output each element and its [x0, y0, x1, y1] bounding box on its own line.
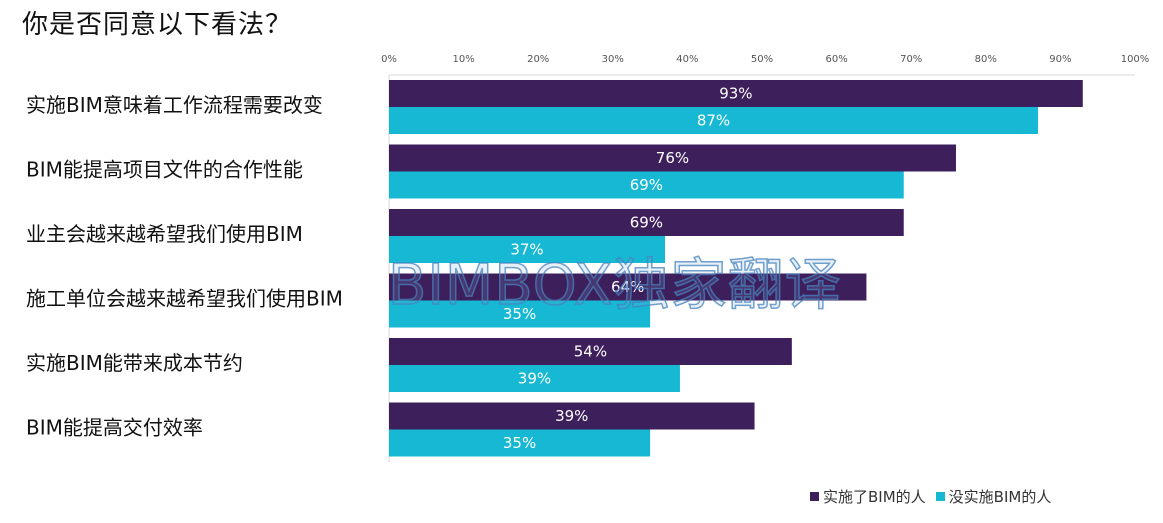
legend-item-not-implemented: 没实施BIM的人: [935, 486, 1052, 507]
legend-item-implemented: 实施了BIM的人: [810, 486, 926, 507]
data-label: 93%: [719, 85, 752, 103]
x-tick-label: 10%: [452, 54, 474, 65]
bar-implemented: [389, 273, 867, 301]
x-tick-label: 70%: [900, 54, 922, 65]
x-tick-label: 30%: [602, 54, 624, 65]
category-label: BIM能提高项目文件的合作性能: [26, 158, 303, 182]
bar-implemented: [389, 338, 792, 365]
x-tick-label: 90%: [1049, 54, 1071, 65]
data-label: 87%: [697, 112, 730, 130]
data-label: 35%: [503, 434, 536, 452]
legend: 实施了BIM的人 没实施BIM的人: [810, 486, 1051, 507]
x-tick-label: 50%: [751, 54, 773, 65]
data-label: 54%: [574, 343, 607, 361]
x-tick-label: 80%: [975, 54, 997, 65]
data-label: 64%: [611, 278, 644, 296]
data-label: 39%: [555, 407, 588, 425]
data-label: 39%: [518, 370, 551, 388]
data-label: 69%: [630, 214, 663, 232]
data-label: 35%: [503, 305, 536, 323]
category-label: BIM能提高交付效率: [26, 416, 203, 440]
category-label: 施工单位会越来越希望我们使用BIM: [26, 287, 343, 311]
data-label: 69%: [630, 176, 663, 194]
bar-not-implemented: [389, 300, 651, 328]
bar-implemented: [389, 209, 904, 236]
legend-swatch-implemented: [810, 492, 819, 501]
bar-not-implemented: [389, 365, 680, 392]
data-label: 76%: [656, 149, 689, 167]
x-tick-label: 0%: [381, 54, 397, 65]
bar-not-implemented: [389, 107, 1039, 134]
bar-not-implemented: [389, 236, 666, 263]
legend-swatch-not-implemented: [935, 492, 945, 501]
x-tick-label: 40%: [676, 54, 698, 65]
category-label: 业主会越来越希望我们使用BIM: [26, 222, 303, 246]
x-tick-label: 60%: [825, 54, 847, 65]
bar-not-implemented: [389, 171, 904, 199]
chart-title: 你是否同意以下看法？: [22, 10, 293, 40]
bar-not-implemented: [389, 429, 651, 457]
bar-implemented: [389, 80, 1083, 107]
category-label: 实施BIM意味着工作流程需要改变: [26, 93, 323, 117]
bar-implemented: [389, 144, 956, 172]
legend-label-not-implemented: 没实施BIM的人: [948, 488, 1052, 506]
legend-label-implemented: 实施了BIM的人: [823, 488, 926, 506]
bar-implemented: [389, 402, 755, 430]
category-label: 实施BIM能带来成本节约: [26, 351, 243, 375]
data-label: 37%: [510, 241, 543, 259]
x-tick-label: 100%: [1121, 54, 1150, 65]
x-tick-label: 20%: [527, 54, 549, 65]
